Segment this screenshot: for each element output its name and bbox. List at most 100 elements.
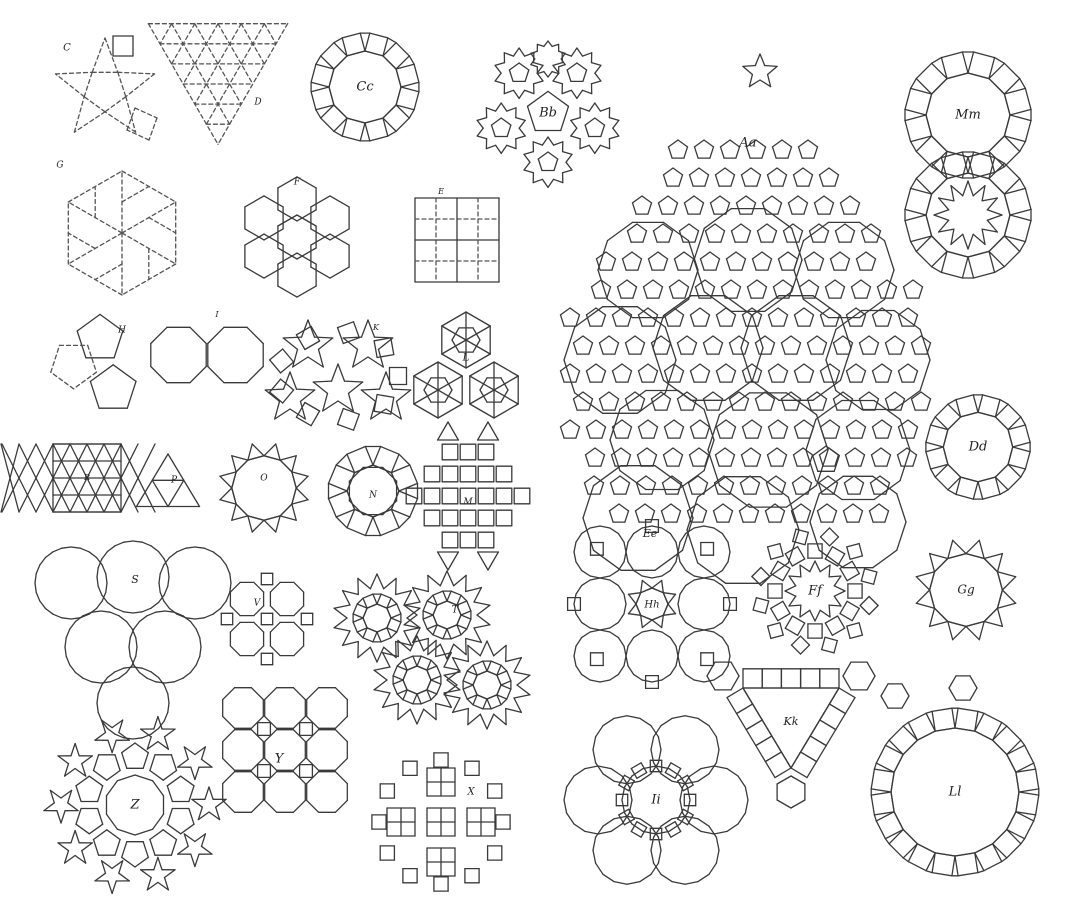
line-segment bbox=[681, 485, 694, 519]
line-segment bbox=[772, 230, 778, 243]
line-segment bbox=[518, 89, 526, 100]
line-segment bbox=[610, 823, 623, 833]
line-segment bbox=[95, 556, 103, 566]
line-segment bbox=[918, 286, 924, 299]
line-segment bbox=[766, 542, 781, 548]
line-segment bbox=[634, 510, 640, 523]
line-segment bbox=[655, 830, 670, 835]
line-segment bbox=[833, 639, 838, 654]
line-segment bbox=[443, 674, 458, 686]
line-segment bbox=[818, 223, 830, 232]
line-segment bbox=[873, 811, 895, 816]
line-segment bbox=[813, 251, 825, 260]
line-segment bbox=[641, 195, 653, 204]
line-segment bbox=[1015, 768, 1037, 773]
line-segment bbox=[583, 475, 595, 484]
line-segment bbox=[855, 419, 867, 428]
line-segment bbox=[704, 223, 716, 232]
line-segment bbox=[650, 335, 662, 344]
line-segment bbox=[618, 503, 630, 512]
line-segment bbox=[827, 475, 839, 484]
line-segment bbox=[92, 838, 100, 856]
line-segment bbox=[364, 122, 371, 142]
line-segment bbox=[735, 703, 754, 715]
line-segment bbox=[1020, 416, 1027, 426]
line-segment bbox=[757, 314, 763, 327]
line-segment bbox=[352, 356, 369, 368]
line-segment bbox=[1003, 93, 1011, 116]
line-segment bbox=[353, 464, 374, 474]
line-segment bbox=[212, 551, 222, 559]
line-segment bbox=[592, 736, 597, 751]
line-segment bbox=[937, 197, 955, 202]
line-segment bbox=[846, 572, 860, 582]
line-segment bbox=[523, 89, 535, 95]
line-segment bbox=[466, 694, 478, 700]
line-segment bbox=[688, 447, 700, 456]
line-segment bbox=[833, 575, 842, 587]
line-segment bbox=[751, 703, 763, 721]
line-segment bbox=[597, 269, 609, 301]
line-segment bbox=[543, 70, 549, 78]
line-segment bbox=[426, 689, 438, 695]
line-segment bbox=[508, 62, 520, 71]
line-segment bbox=[698, 167, 710, 176]
line-segment bbox=[855, 307, 867, 316]
line-segment bbox=[166, 823, 182, 835]
line-segment bbox=[708, 762, 718, 775]
line-segment bbox=[1024, 187, 1032, 211]
line-segment bbox=[406, 617, 421, 629]
line-segment bbox=[106, 671, 116, 679]
line-segment bbox=[346, 453, 356, 474]
line-segment bbox=[118, 671, 128, 679]
line-segment bbox=[724, 295, 754, 317]
line-segment bbox=[275, 515, 281, 533]
line-segment bbox=[725, 202, 731, 215]
line-segment bbox=[651, 575, 663, 579]
line-segment bbox=[500, 117, 512, 126]
line-segment bbox=[663, 307, 675, 316]
line-segment bbox=[868, 510, 874, 523]
line-segment bbox=[400, 86, 420, 93]
line-segment bbox=[640, 614, 643, 629]
line-segment bbox=[981, 228, 999, 233]
line-segment bbox=[315, 63, 335, 70]
line-segment bbox=[904, 119, 912, 143]
line-segment bbox=[842, 503, 854, 512]
line-segment bbox=[855, 258, 861, 271]
line-segment bbox=[915, 162, 933, 180]
line-segment bbox=[740, 447, 752, 456]
line-segment bbox=[657, 251, 669, 260]
line-segment bbox=[760, 575, 771, 587]
line-segment bbox=[669, 636, 677, 647]
line-segment bbox=[589, 679, 601, 683]
line-segment bbox=[884, 838, 890, 845]
line-segment bbox=[575, 561, 583, 572]
line-segment bbox=[543, 40, 549, 48]
line-segment bbox=[627, 561, 635, 572]
line-segment bbox=[737, 812, 747, 825]
line-segment bbox=[39, 600, 47, 610]
line-segment bbox=[317, 337, 334, 351]
line-segment bbox=[582, 69, 588, 83]
line-segment bbox=[900, 398, 906, 411]
line-segment bbox=[755, 139, 767, 148]
figure-s-drawing bbox=[34, 540, 232, 740]
line-segment bbox=[572, 342, 578, 355]
line-segment bbox=[1003, 193, 1011, 216]
line-segment bbox=[347, 392, 354, 412]
line-segment bbox=[606, 298, 634, 319]
line-segment bbox=[560, 52, 566, 60]
line-segment bbox=[788, 595, 797, 607]
line-segment bbox=[834, 223, 846, 232]
line-segment bbox=[376, 573, 385, 590]
line-segment bbox=[812, 445, 827, 457]
line-segment bbox=[469, 403, 495, 419]
line-segment bbox=[624, 398, 630, 411]
line-segment bbox=[790, 751, 802, 769]
line-segment bbox=[293, 581, 305, 593]
line-segment bbox=[356, 597, 364, 605]
line-segment bbox=[833, 595, 842, 607]
line-segment bbox=[582, 335, 594, 344]
line-segment bbox=[613, 715, 628, 720]
